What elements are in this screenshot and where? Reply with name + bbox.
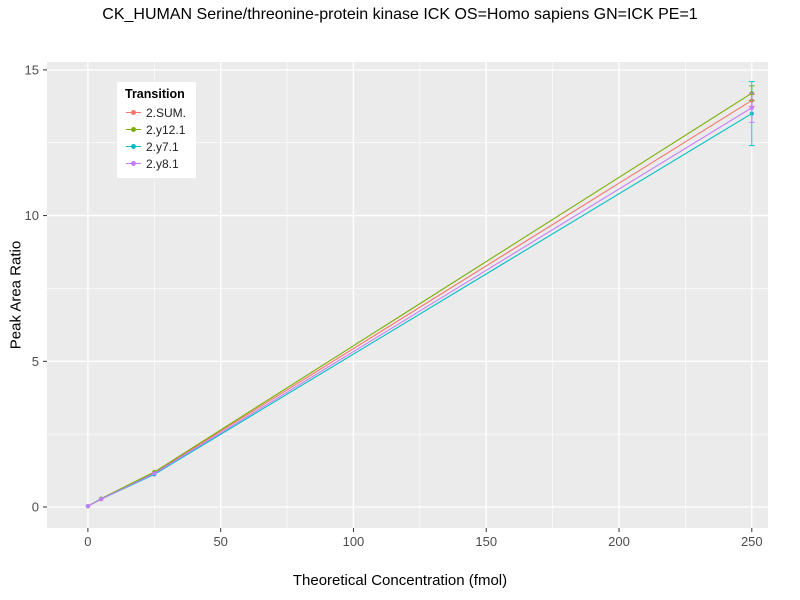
legend-item-label: 2.y7.1: [146, 139, 179, 154]
data-point: [749, 105, 754, 110]
legend-key-icon: [125, 121, 142, 138]
legend-item: 2.y12.1: [125, 121, 186, 138]
data-point: [152, 471, 157, 476]
x-axis-label: Theoretical Concentration (fmol): [292, 572, 508, 589]
x-tick-label: 50: [213, 534, 227, 549]
data-point: [85, 504, 90, 509]
legend-item-label: 2.y8.1: [146, 156, 179, 171]
x-tick-label: 0: [84, 534, 91, 549]
y-tick-label: 10: [25, 208, 39, 223]
legend-item: 2.SUM.: [125, 104, 186, 121]
y-tick-label: 5: [32, 354, 39, 369]
y-axis-label: Peak Area Ratio: [7, 240, 25, 350]
legend-key-icon: [125, 138, 142, 155]
x-tick-label: 250: [741, 534, 763, 549]
chart-title: CK_HUMAN Serine/threonine-protein kinase…: [102, 6, 698, 23]
legend-item: 2.y8.1: [125, 155, 186, 172]
data-point: [99, 497, 104, 502]
legend-key-icon: [125, 155, 142, 172]
x-tick-label: 200: [608, 534, 630, 549]
x-tick-label: 100: [343, 534, 365, 549]
series-line: [87, 107, 753, 507]
legend-item: 2.y7.1: [125, 138, 186, 155]
y-tick-label: 0: [32, 500, 39, 515]
y-tick-label: 15: [25, 62, 39, 77]
x-tick-label: 150: [475, 534, 497, 549]
legend-title: Transition: [125, 87, 185, 101]
legend-key-icon: [125, 104, 142, 121]
legend: Transition 2.SUM. 2.y12.1 2.y7.1 2.y8.1: [117, 82, 197, 178]
legend-item-label: 2.y12.1: [146, 122, 186, 137]
legend-item-label: 2.SUM.: [146, 105, 187, 120]
